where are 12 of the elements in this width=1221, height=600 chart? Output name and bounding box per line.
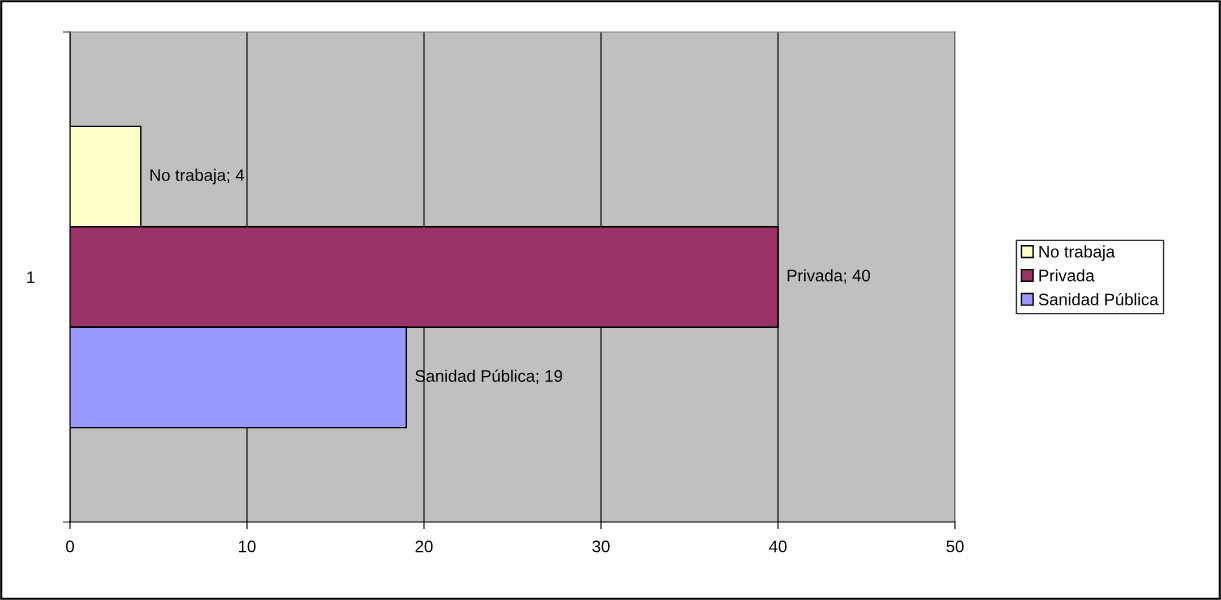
x-tick-label: 30 <box>592 540 610 553</box>
x-tick-label: 40 <box>769 540 787 553</box>
x-tick-label: 10 <box>239 540 256 553</box>
y-tick-label: 1 <box>27 271 35 284</box>
legend-label: Privada <box>1039 269 1095 282</box>
x-tick-label: 0 <box>66 540 74 553</box>
legend-label: No trabaja <box>1039 245 1115 261</box>
x-tick-label: 20 <box>415 540 433 553</box>
x-tick-label: 50 <box>946 540 964 553</box>
data-label: Privada; 40 <box>787 269 870 284</box>
legend-label: Sanidad Pública <box>1038 292 1159 306</box>
data-label: No trabaja; 4 <box>150 168 245 185</box>
